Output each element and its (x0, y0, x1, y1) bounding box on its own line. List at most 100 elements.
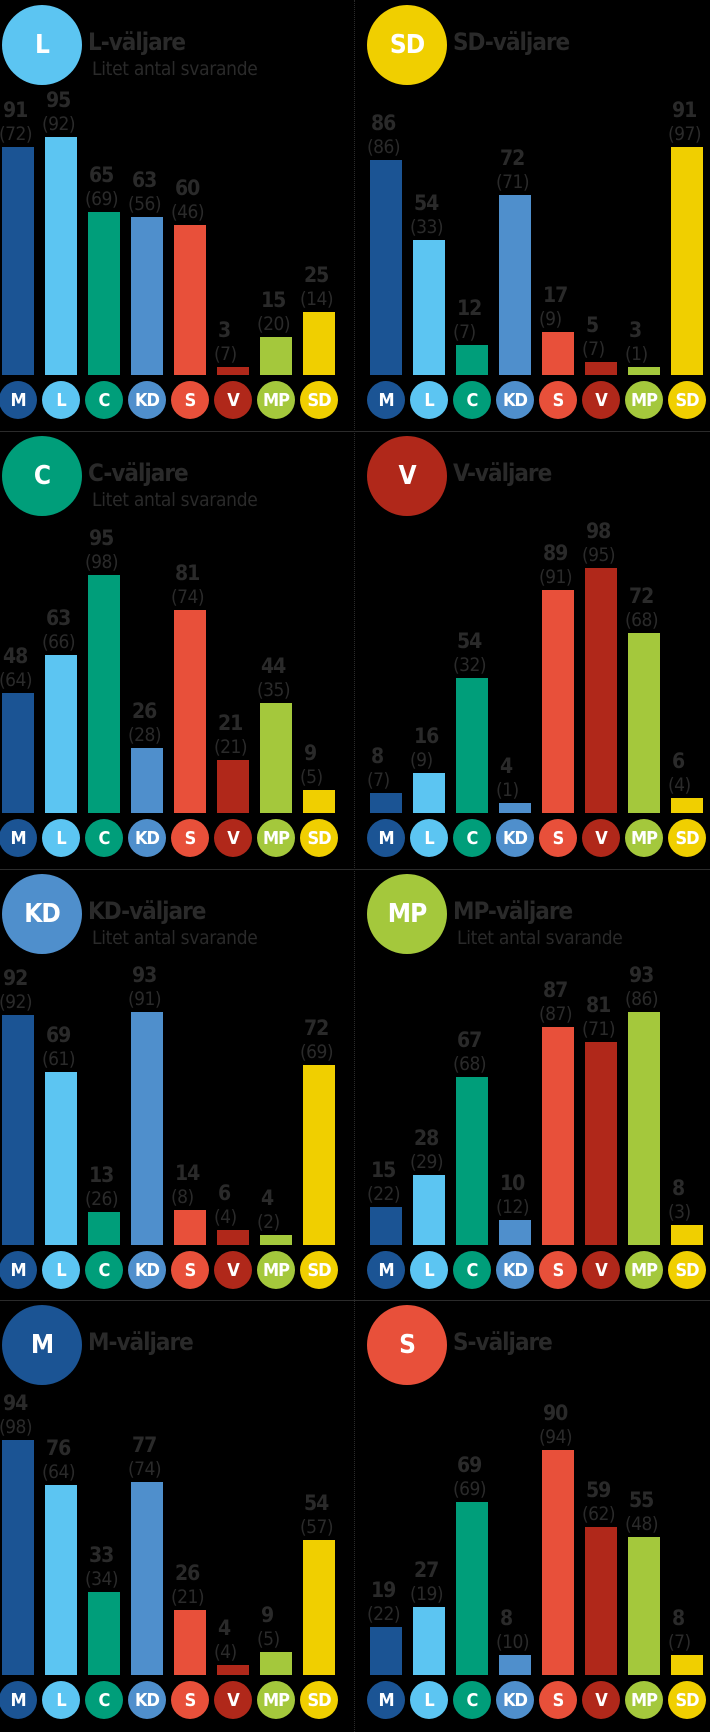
party-chip-mp: MP (625, 819, 663, 857)
previous-value-label: (32) (453, 654, 487, 676)
party-chip-kd: KD (496, 819, 534, 857)
previous-value-label: (7) (367, 769, 390, 791)
bar-s (174, 1210, 206, 1245)
party-chip-m: M (0, 1681, 37, 1719)
current-value-label: 94 (3, 1391, 28, 1415)
party-chip-v: V (582, 1251, 620, 1289)
bar-kd (499, 1220, 531, 1245)
party-badge-kd: KD (2, 874, 82, 954)
current-value-label: 13 (89, 1163, 114, 1187)
bar-s (542, 332, 574, 375)
previous-value-label: (12) (496, 1196, 530, 1218)
previous-value-label: (22) (367, 1183, 401, 1205)
bar-kd (499, 803, 531, 813)
current-value-label: 55 (629, 1488, 654, 1512)
current-value-label: 63 (132, 168, 157, 192)
panel-subtitle: Litet antal svarande (92, 927, 258, 949)
party-chip-kd: KD (496, 381, 534, 419)
bar-mp (628, 367, 660, 375)
current-value-label: 90 (543, 1401, 568, 1425)
current-value-label: 26 (175, 1561, 200, 1585)
previous-value-label: (69) (453, 1478, 487, 1500)
party-chip-sd: SD (300, 1681, 338, 1719)
previous-value-label: (19) (410, 1583, 444, 1605)
party-chip-mp: MP (625, 1681, 663, 1719)
party-chip-s: S (171, 1681, 209, 1719)
bar-c (456, 1502, 488, 1675)
bar-l (413, 1607, 445, 1675)
party-chip-v: V (214, 1681, 252, 1719)
current-value-label: 95 (89, 526, 114, 550)
current-value-label: 19 (371, 1578, 396, 1602)
previous-value-label: (72) (0, 123, 33, 145)
panel-title: KD-väljare (88, 897, 206, 925)
previous-value-label: (74) (171, 586, 205, 608)
party-chip-c: C (85, 381, 123, 419)
party-chip-sd: SD (668, 819, 706, 857)
previous-value-label: (95) (582, 544, 616, 566)
previous-value-label: (2) (257, 1211, 280, 1233)
party-chip-v: V (214, 381, 252, 419)
bar-c (456, 1077, 488, 1245)
current-value-label: 26 (132, 699, 157, 723)
current-value-label: 69 (46, 1023, 71, 1047)
bar-v (585, 362, 617, 375)
current-value-label: 14 (175, 1161, 200, 1185)
current-value-label: 8 (672, 1606, 685, 1630)
previous-value-label: (34) (85, 1568, 119, 1590)
previous-value-label: (5) (300, 766, 323, 788)
previous-value-label: (71) (496, 171, 530, 193)
bar-c (456, 678, 488, 813)
previous-value-label: (87) (539, 1003, 573, 1025)
current-value-label: 8 (371, 744, 384, 768)
previous-value-label: (46) (171, 201, 205, 223)
current-value-label: 87 (543, 978, 568, 1002)
party-chip-v: V (582, 819, 620, 857)
party-chip-sd: SD (668, 1251, 706, 1289)
previous-value-label: (1) (496, 779, 519, 801)
previous-value-label: (10) (496, 1631, 530, 1653)
current-value-label: 93 (629, 963, 654, 987)
previous-value-label: (56) (128, 193, 162, 215)
party-chip-mp: MP (257, 1251, 295, 1289)
current-value-label: 54 (457, 629, 482, 653)
bar-kd (131, 217, 163, 375)
party-chip-m: M (367, 1681, 405, 1719)
previous-value-label: (74) (128, 1458, 162, 1480)
bar-kd (499, 195, 531, 375)
previous-value-label: (29) (410, 1151, 444, 1173)
bar-s (174, 610, 206, 813)
current-value-label: 12 (457, 296, 482, 320)
previous-value-label: (62) (582, 1503, 616, 1525)
party-chip-m: M (0, 381, 37, 419)
current-value-label: 48 (3, 644, 28, 668)
party-chip-sd: SD (668, 381, 706, 419)
bar-kd (499, 1655, 531, 1675)
party-chip-c: C (85, 819, 123, 857)
bar-sd (671, 147, 703, 375)
party-chip-l: L (410, 1681, 448, 1719)
bar-mp (628, 1537, 660, 1675)
party-chip-sd: SD (300, 381, 338, 419)
bar-kd (131, 1012, 163, 1245)
current-value-label: 15 (371, 1158, 396, 1182)
current-value-label: 3 (218, 318, 231, 342)
bar-l (45, 1485, 77, 1675)
current-value-label: 81 (175, 561, 200, 585)
previous-value-label: (20) (257, 313, 291, 335)
bar-v (217, 1665, 249, 1675)
bar-mp (260, 703, 292, 813)
party-chip-kd: KD (128, 1251, 166, 1289)
current-value-label: 33 (89, 1543, 114, 1567)
previous-value-label: (92) (42, 113, 76, 135)
bar-c (456, 345, 488, 375)
current-value-label: 54 (414, 191, 439, 215)
bar-kd (131, 1482, 163, 1675)
bar-m (2, 1015, 34, 1245)
party-chip-s: S (539, 1681, 577, 1719)
current-value-label: 76 (46, 1436, 71, 1460)
previous-value-label: (91) (128, 988, 162, 1010)
current-value-label: 72 (304, 1016, 329, 1040)
panel-title: C-väljare (88, 459, 189, 487)
party-chip-kd: KD (128, 819, 166, 857)
